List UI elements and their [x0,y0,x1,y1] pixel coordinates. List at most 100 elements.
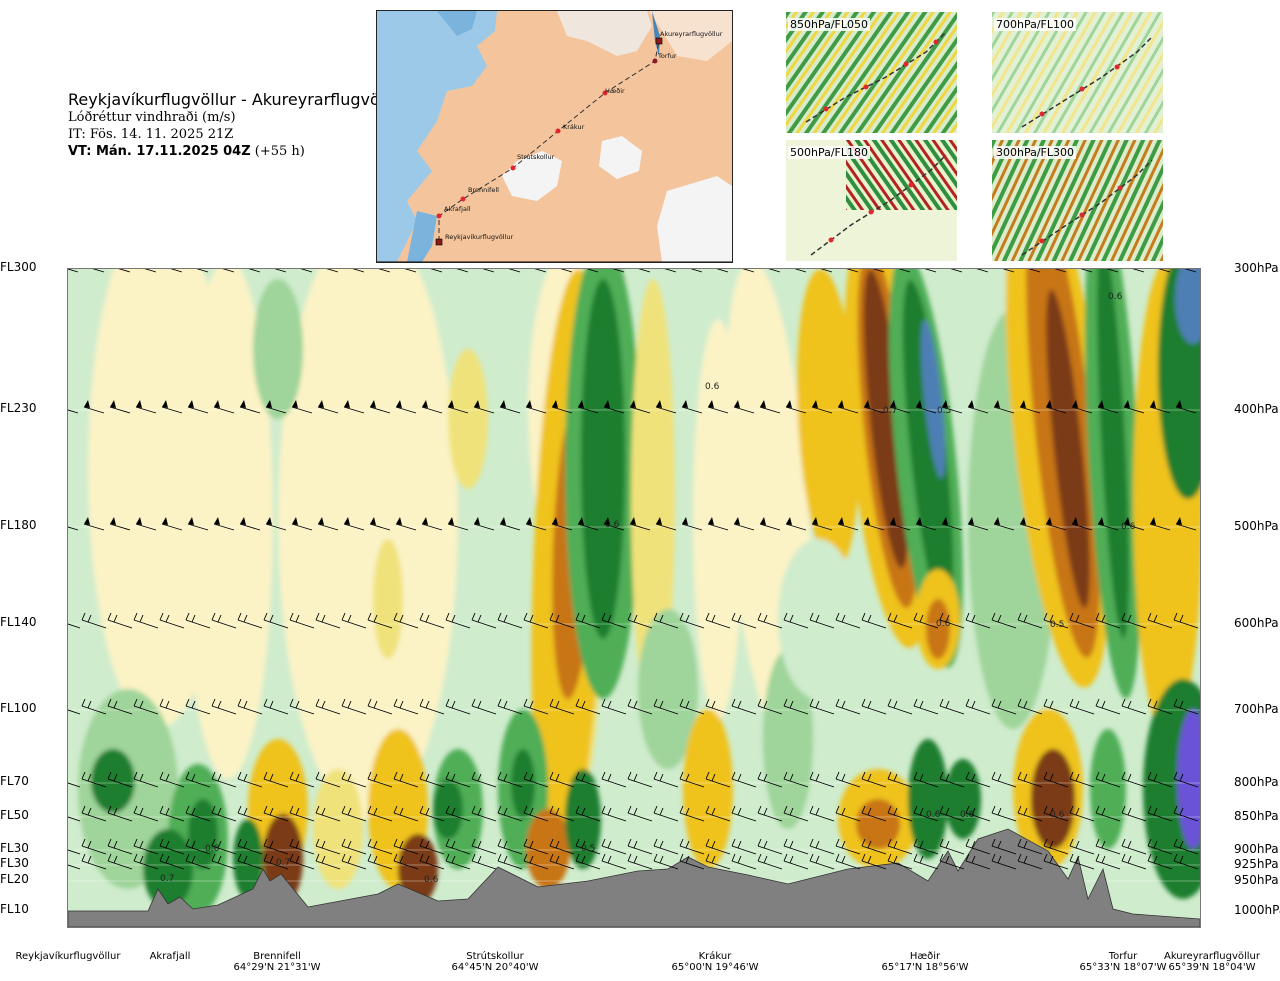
wind-barb [68,864,81,870]
wind-barb [534,269,547,273]
wind-barb [1002,269,1015,273]
contour-label: 0.6 [1108,292,1123,302]
wind-barb [551,517,573,531]
cross-section-plot: 0.7 0.6 0.7 0.6 0.5 0.6 0.5 0.6 0.6 0.6 0.6 0.6 0.5 0… [67,268,1201,928]
wind-barb [549,853,575,870]
wind-barb [759,517,781,531]
wind-barb [1069,853,1095,870]
wind-barb [133,838,159,855]
wind-barb [393,853,419,870]
wind-barb [898,269,911,273]
wind-barb [315,771,341,788]
wind-barb [343,400,365,414]
wind-barb [549,838,575,855]
wind-barb [419,805,445,822]
wind-barb [263,838,289,855]
wind-barb [861,771,887,788]
wind-barb [889,400,911,414]
wind-barb [679,805,705,822]
wind-barb [991,612,1017,629]
wind-barb [161,400,183,414]
wind-barb [863,400,885,414]
field-region [1090,729,1126,849]
valid-time-label: VT: Mán. 17.11.2025 04Z [68,144,251,159]
level-label-fl-5: FL70 [0,774,29,788]
level-label-hpa-6: 850hPa [1234,809,1279,823]
x-location-coord: 64°29'N 21°31'W [233,962,321,973]
wind-barb [1158,269,1171,273]
wind-barb [471,853,497,870]
wind-barb [1017,838,1043,855]
contour-label: 0.7 [276,858,290,868]
contour-label: 0.6 [705,382,720,392]
wind-barb [965,612,991,629]
thumbnail-850hpa[interactable]: 850hPa/FL050 [786,12,957,133]
wind-barb [1069,805,1095,822]
level-label-hpa-9: 950hPa [1234,873,1279,887]
wind-barb [393,805,419,822]
wind-barb [601,838,627,855]
wind-barb [1054,269,1067,273]
wind-barb [705,805,731,822]
wind-barb [523,771,549,788]
wind-barb [170,269,183,273]
level-label-fl-8: FL30 [0,856,29,870]
map-label-5: Hæðir [605,87,625,95]
wind-barb [471,838,497,855]
wind-barb [612,269,625,273]
wind-barb [289,612,315,629]
field-region [373,539,403,659]
wind-barb [783,698,809,715]
wind-barb [81,805,107,822]
field-region [945,759,981,839]
wind-barb [1095,771,1121,788]
thumbnail-300hpa-svg [992,140,1163,261]
wind-barb [991,805,1017,822]
wind-barb [1028,269,1041,273]
wind-barb [679,853,705,870]
wind-barb [705,698,731,715]
wind-barb [1149,400,1171,414]
contour-label: 0.6 [605,520,620,530]
wind-barb [707,517,729,531]
wind-barb [326,269,339,273]
wind-barb [601,805,627,822]
chart-title: Reykjavíkurflugvöllur - Akureyrarflugvöl… [68,90,406,109]
wind-barb [731,853,757,870]
wind-barb [551,400,573,414]
wind-barb [289,771,315,788]
field-region [763,649,813,829]
wind-barb [835,853,861,870]
thumbnail-500hpa[interactable]: 500hPa/FL180 [786,140,957,261]
wind-barb [211,698,237,715]
x-location-coord: 65°17'N 18°56'W [881,962,969,973]
contour-label: 0.5 [1050,620,1064,630]
wind-barb [107,838,133,855]
wind-barb [109,400,131,414]
wind-barb [222,269,235,273]
wind-barb [549,698,575,715]
wind-barb [939,853,965,870]
thumbnail-700hpa[interactable]: 700hPa/FL100 [992,12,1163,133]
x-location-0: Reykjavíkurflugvöllur [8,951,128,962]
wind-barb [939,838,965,855]
wind-barb [757,698,783,715]
wind-barb [861,612,887,629]
wind-barb [315,612,341,629]
wind-barb [1017,853,1043,870]
wind-barb [887,805,913,822]
wind-barb [835,771,861,788]
wind-barb [575,771,601,788]
level-label-hpa-0: 300hPa [1234,261,1279,275]
wind-barb [653,805,679,822]
field-region [1046,289,1090,609]
issue-time: IT: Fös. 14. 11. 2025 21Z [68,127,234,142]
x-location-4: Krákur 65°00'N 19°46'W [655,951,775,973]
wind-barb [445,805,471,822]
wind-barb [497,838,523,855]
thumbnail-300hpa[interactable]: 300hPa/FL300 [992,140,1163,261]
wind-barb [603,400,625,414]
wind-barb [1095,838,1121,855]
wind-barb [575,805,601,822]
x-location-coord: 65°39'N 18°04'W [1168,962,1256,973]
